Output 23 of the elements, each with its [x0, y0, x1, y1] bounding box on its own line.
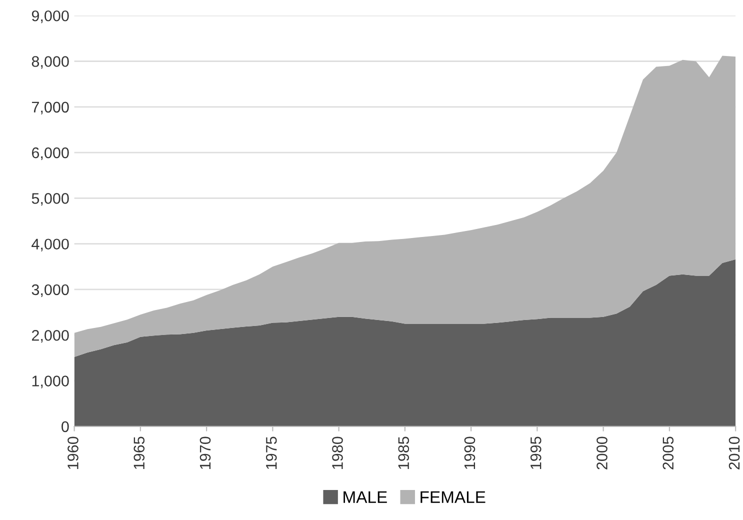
x-tick-label: 1980 — [332, 436, 343, 469]
y-tick-label: 0 — [62, 421, 69, 432]
x-tick-label: 1970 — [200, 436, 211, 469]
x-tick-label: 1990 — [464, 436, 476, 469]
y-tick-label: 8,000 — [32, 56, 69, 69]
y-tick-label: 1,000 — [32, 376, 69, 388]
y-tick-label: 3,000 — [32, 284, 69, 297]
y-tick-label: 5,000 — [32, 193, 69, 206]
x-tick-label: 1965 — [134, 436, 145, 469]
y-tick-label: 9,000 — [32, 10, 69, 24]
legend-label: MALE — [344, 491, 387, 503]
y-tick-label: 6,000 — [32, 147, 69, 160]
x-tick-label: 2010 — [728, 436, 740, 470]
y-tick-label: 7,000 — [32, 102, 69, 114]
x-tick-label: 1960 — [68, 436, 78, 469]
x-tick-label: 1985 — [398, 436, 410, 469]
x-tick-label: 1975 — [266, 436, 277, 469]
y-tick-label: 2,000 — [32, 330, 69, 343]
y-tick-label: 4,000 — [32, 238, 69, 252]
x-tick-label: 2005 — [662, 436, 674, 470]
legend-label: FEMALE — [420, 491, 486, 503]
x-tick-label: 1995 — [530, 436, 542, 469]
x-tick-label: 2000 — [596, 436, 608, 470]
